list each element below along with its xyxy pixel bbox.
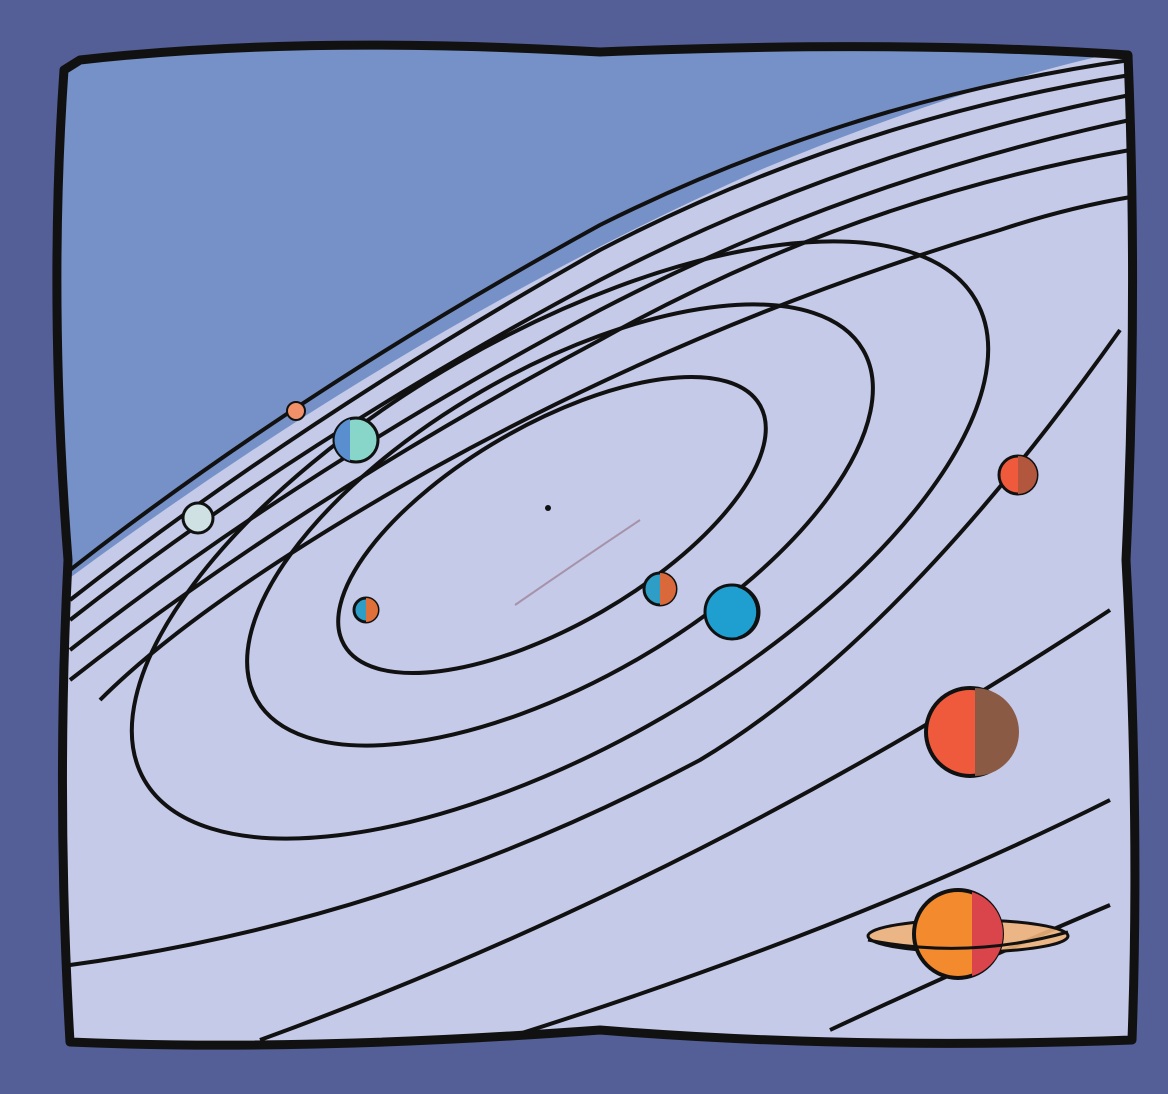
orbit-mercury: [336, 375, 768, 675]
orbit-earth: [129, 239, 991, 841]
frame-border: [52, 40, 1140, 1050]
orbit-pluto: [68, 73, 1131, 602]
mercury-planet: [352, 596, 380, 624]
orbit-outer-2: [259, 608, 1112, 1042]
orbit-venus: [245, 302, 875, 748]
jupiter-planet: [924, 686, 1019, 778]
orbit-jupiter: [69, 328, 1122, 967]
uranus-planet: [332, 416, 380, 464]
mars-planet: [997, 454, 1039, 496]
orbit-lines: [68, 58, 1135, 1042]
saturn-planet: [866, 888, 1070, 980]
orbit-uranus: [68, 118, 1131, 652]
orbit-neptune: [68, 93, 1131, 622]
orbit-outer-3: [499, 798, 1111, 1042]
venus-planet: [642, 571, 678, 607]
neptune-planet: [181, 501, 215, 535]
sun-dot: [545, 505, 551, 511]
earth-planet: [703, 583, 761, 641]
sun-glow: [514, 519, 641, 606]
orbit-outer-1: [68, 58, 1131, 572]
pluto-planet: [286, 401, 306, 421]
orbit-mars: [98, 188, 1135, 702]
orbit-saturn: [68, 148, 1131, 682]
